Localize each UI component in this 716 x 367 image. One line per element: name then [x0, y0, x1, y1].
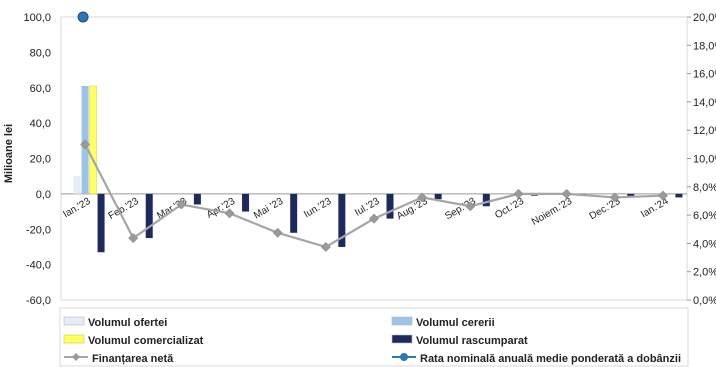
category-label: Dec.'23: [588, 196, 623, 223]
y2-tick-label: 2,0%: [693, 267, 716, 279]
point-finantarea-neta: [320, 242, 331, 252]
y2-tick-label: 18,0%: [693, 40, 716, 52]
legend-entry: Volumul cererii: [416, 317, 495, 329]
y2-tick-label: 4,0%: [693, 238, 716, 250]
category-label: Iun.'23: [302, 196, 334, 221]
y-tick-label: 0,0: [36, 189, 51, 201]
point-finantarea-neta: [272, 227, 283, 238]
y-tick-label: 20,0: [30, 154, 51, 166]
legend-entry: Volumul comercializat: [88, 335, 204, 347]
legend-entry: Volumul ofertei: [88, 317, 167, 329]
legend-swatch: [391, 316, 413, 326]
y-tick-label: 100,0: [23, 12, 51, 24]
point-finantarea-neta: [609, 192, 620, 203]
point-finantarea-neta: [80, 139, 91, 150]
bar-volumul-rascumparat: [434, 193, 442, 200]
point-finantarea-neta: [224, 208, 235, 219]
point-finantarea-neta: [369, 213, 379, 224]
legend-swatch-marker: [400, 353, 408, 361]
legend-entry: Volumul rascumparat: [416, 335, 528, 347]
category-label: Aug.'23: [395, 196, 430, 223]
bar-volumul-rascumparat: [338, 193, 346, 247]
y-tick-label: -40,0: [26, 260, 51, 272]
category-label: Ian.'24: [639, 196, 671, 221]
bar-volumul-rascumparat: [386, 193, 394, 219]
y2-tick-label: 12,0%: [693, 125, 716, 137]
legend-box: [59, 307, 689, 367]
legend-swatch-marker: [72, 353, 80, 361]
bar-volumul-rascumparat: [193, 193, 201, 205]
bar-volumul-rascumparat: [145, 193, 153, 239]
y-axis-label: Milioane lei: [3, 124, 15, 183]
point-finantarea-neta: [417, 192, 428, 203]
bar-volumul-rascumparat: [242, 193, 250, 212]
y-tick-label: -60,0: [26, 295, 51, 307]
y2-tick-label: 8,0%: [693, 182, 716, 194]
category-label: Sep.'23: [443, 196, 478, 223]
bar-volumul-rascumparat: [627, 193, 635, 198]
y-tick-label: 60,0: [30, 83, 51, 95]
point-finantarea-neta: [176, 199, 187, 210]
category-label: Mai '23: [252, 196, 286, 222]
y2-tick-label: 16,0%: [693, 69, 716, 81]
category-label: Ian.'23: [61, 196, 93, 221]
y2-tick-label: 0,0%: [693, 295, 716, 307]
category-label: Iul.'23: [353, 196, 382, 219]
bar-volumul-rascumparat: [675, 193, 683, 198]
category-label: Apr.'23: [205, 196, 238, 221]
y-tick-label: -20,0: [26, 224, 51, 236]
y2-tick-label: 10,0%: [693, 154, 716, 166]
plot-area: [60, 16, 688, 301]
point-finantarea-neta: [128, 233, 139, 244]
point-finantarea-neta: [465, 201, 476, 212]
legend-swatch: [63, 334, 85, 344]
bar-volumul-rascumparat: [290, 193, 298, 233]
bar-volumul-ofertei: [73, 176, 81, 194]
legend-entry: Finanțarea netă: [92, 353, 174, 365]
legend-entry: Rata nominală anuală medie ponderată a d…: [420, 353, 681, 365]
point-finantarea-neta: [561, 188, 572, 199]
bar-volumul-comercializat: [89, 85, 97, 195]
bar-volumul-rascumparat: [482, 193, 490, 207]
point-finantarea-neta: [657, 190, 668, 201]
point-rata-dobanzii: [77, 11, 89, 23]
line-finantarea-neta: [84, 143, 663, 249]
y2-tick-label: 6,0%: [693, 210, 716, 222]
legend-swatch: [391, 334, 413, 344]
y-tick-label: 80,0: [30, 47, 51, 59]
y-tick-label: 40,0: [30, 118, 51, 130]
point-finantarea-neta: [513, 188, 524, 199]
bar-volumul-rascumparat: [97, 193, 105, 253]
category-label: Mar.'23: [155, 196, 189, 222]
y2-tick-label: 14,0%: [693, 97, 716, 109]
category-label: Noiem.'23: [530, 196, 575, 228]
y2-tick-label: 20,0%: [693, 12, 716, 24]
legend-swatch: [63, 316, 85, 326]
